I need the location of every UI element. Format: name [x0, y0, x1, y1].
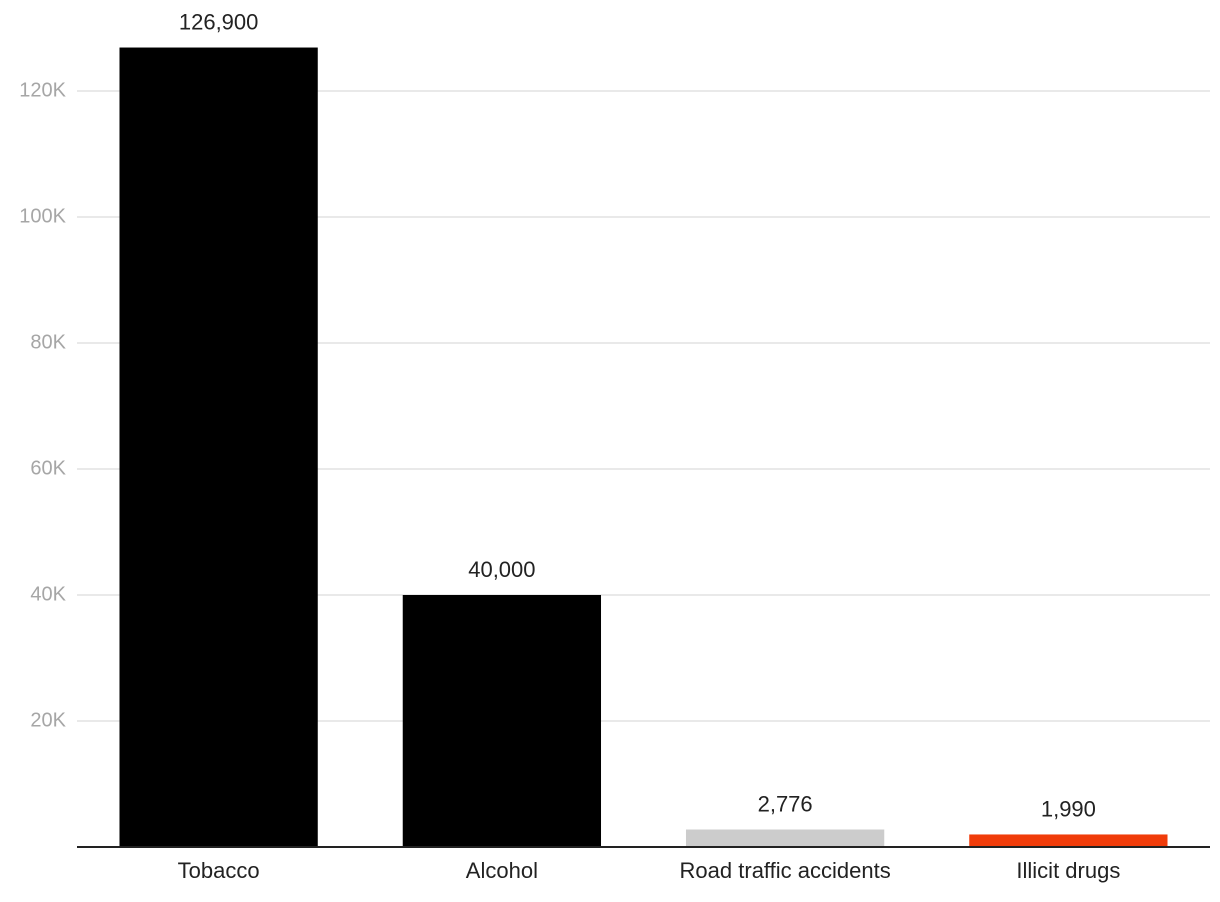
y-tick-label: 20K [30, 709, 66, 731]
value-label: 40,000 [468, 557, 535, 582]
x-tick-label: Illicit drugs [1016, 858, 1120, 883]
bar [402, 595, 602, 847]
bar [685, 829, 885, 847]
y-tick-label: 60K [30, 457, 66, 479]
value-label: 1,990 [1041, 796, 1096, 821]
y-tick-label: 80K [30, 331, 66, 353]
x-tick-label: Road traffic accidents [680, 858, 891, 883]
value-label: 126,900 [179, 9, 259, 34]
x-tick-label: Tobacco [178, 858, 260, 883]
value-label: 2,776 [758, 791, 813, 816]
x-tick-label: Alcohol [466, 858, 538, 883]
y-tick-label: 40K [30, 583, 66, 605]
bar [119, 47, 318, 847]
bar [969, 834, 1168, 847]
y-tick-label: 120K [19, 79, 66, 101]
y-tick-label: 100K [19, 205, 66, 227]
